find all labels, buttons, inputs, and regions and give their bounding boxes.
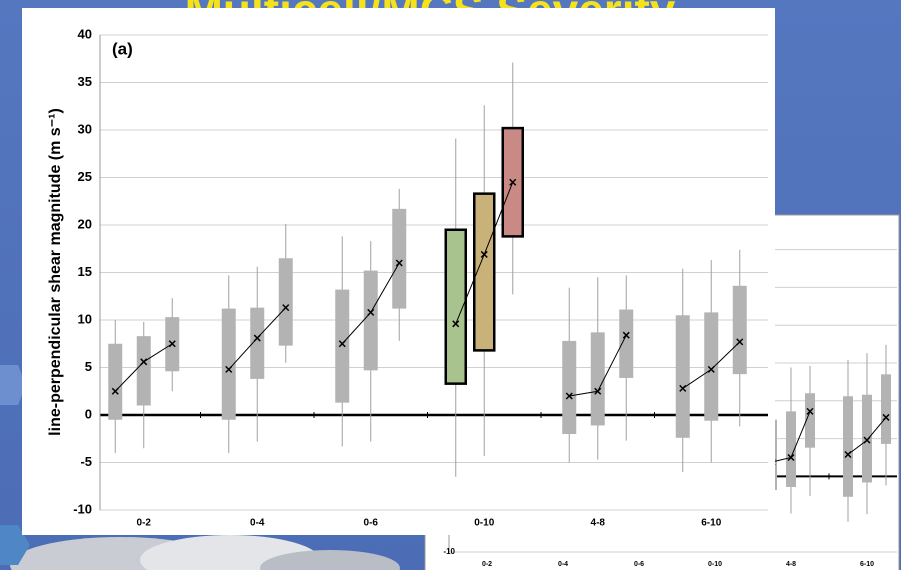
mean-marker <box>707 365 715 373</box>
x-tick-label: 0-4 <box>250 518 265 529</box>
box <box>221 308 236 420</box>
x-tick-label: 6-10 <box>860 561 874 568</box>
y-tick-label: 5 <box>85 359 92 374</box>
box <box>392 208 407 309</box>
box <box>108 343 123 420</box>
x-tick-label: 4-8 <box>591 518 606 529</box>
box <box>862 394 872 483</box>
mean-marker <box>622 331 630 339</box>
mean-marker <box>111 387 119 395</box>
x-tick-label: 6-10 <box>701 518 721 529</box>
mean-marker <box>452 320 460 328</box>
box <box>786 411 796 487</box>
box <box>619 309 634 378</box>
y-tick-label: 20 <box>78 216 92 231</box>
box <box>335 289 350 403</box>
box <box>675 315 690 438</box>
clouds <box>0 365 400 570</box>
x-tick-label: 0-10 <box>474 518 494 529</box>
box <box>732 285 747 375</box>
y-tick-label: 15 <box>78 264 92 279</box>
box <box>843 396 853 497</box>
mean-marker <box>168 340 176 348</box>
box <box>704 312 719 421</box>
box <box>278 258 293 346</box>
mean-marker <box>367 308 375 316</box>
y-tick-label: 30 <box>78 121 92 136</box>
mean-marker <box>882 413 890 421</box>
mean-marker <box>806 407 814 415</box>
y-tick-label: 35 <box>78 74 92 89</box>
x-tick-label: 4-8 <box>786 561 796 568</box>
box <box>250 307 265 379</box>
mean-marker <box>253 334 261 342</box>
plot-area <box>99 34 768 511</box>
mean-marker <box>787 453 795 462</box>
x-tick-label: 0-10 <box>708 561 722 568</box>
mean-marker <box>509 178 517 186</box>
box <box>805 393 815 448</box>
x-tick-label: 0-6 <box>634 561 644 568</box>
x-tick-label: 0-2 <box>137 518 152 529</box>
box <box>136 336 151 406</box>
x-tick-label: 0-4 <box>558 561 568 568</box>
mean-marker <box>140 358 148 366</box>
mean-marker <box>736 338 744 346</box>
box <box>363 270 378 371</box>
box <box>444 228 467 385</box>
x-tick-label: 0-6 <box>364 518 379 529</box>
mean-marker <box>225 365 233 373</box>
y-tick-label: 40 <box>78 26 92 41</box>
mean-marker <box>863 436 871 444</box>
chart-a: (a) line-perpendicular shear magnitude (… <box>22 8 775 535</box>
box <box>473 192 496 352</box>
mean-marker <box>844 450 852 459</box>
panel-label: (a) <box>112 39 133 58</box>
y-tick-label: -5 <box>80 454 92 469</box>
y-tick-label: -10 <box>73 501 92 516</box>
x-tick-label: 0-2 <box>482 561 492 568</box>
box <box>590 332 605 426</box>
box <box>881 374 891 444</box>
mean-marker <box>679 384 687 392</box>
mean-marker <box>480 250 488 258</box>
mean-marker <box>338 340 346 348</box>
y-tick-label: 25 <box>78 169 92 184</box>
y-tick-label: -10 <box>443 547 455 556</box>
mean-marker <box>395 259 403 267</box>
y-tick-label: 0 <box>85 406 92 421</box>
y-tick-label: 10 <box>78 311 92 326</box>
mean-marker <box>282 304 290 312</box>
y-axis-label: line-perpendicular shear magnitude (m s⁻… <box>47 108 64 436</box>
box <box>562 340 577 434</box>
mean-marker <box>565 392 573 400</box>
mean-marker <box>594 387 602 395</box>
